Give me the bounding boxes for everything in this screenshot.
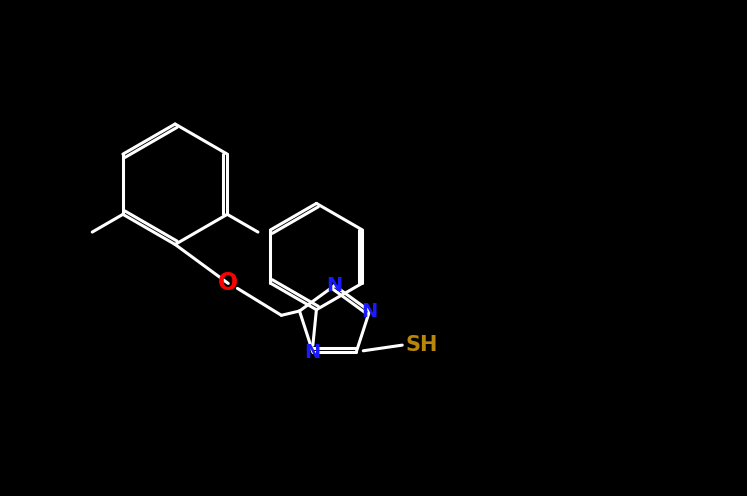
Text: SH: SH xyxy=(406,335,438,355)
Text: N: N xyxy=(326,276,343,295)
Text: N: N xyxy=(362,302,378,320)
Text: N: N xyxy=(305,343,321,362)
Text: O: O xyxy=(218,271,238,296)
